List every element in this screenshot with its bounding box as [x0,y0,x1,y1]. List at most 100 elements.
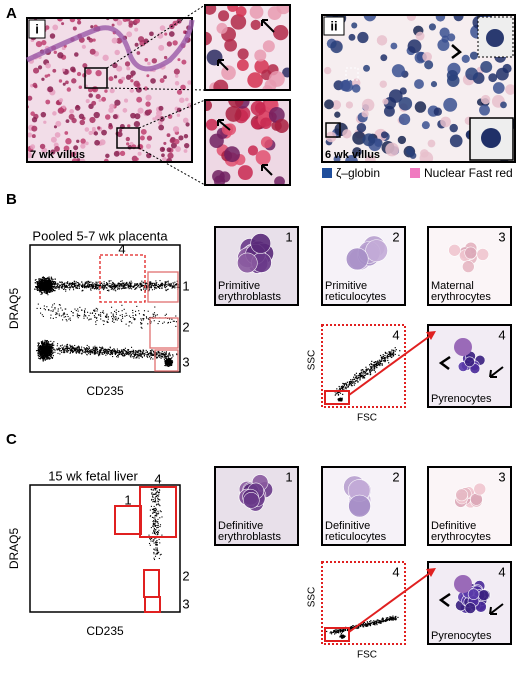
cell [102,54,109,61]
event-dot [49,290,51,292]
event-dot [42,315,44,317]
gate [324,390,350,405]
event-dot [39,289,41,291]
event-dot [87,281,89,283]
event-dot [48,349,50,351]
event-dot [100,349,102,351]
cell [172,40,178,46]
gate [154,349,179,372]
event-dot [142,282,144,284]
event-dot [157,531,159,533]
event-dot [372,366,374,368]
event-dot [61,287,63,289]
event-dot [174,283,177,285]
event-dot [81,350,83,352]
event-dot [39,285,41,287]
event-dot [56,348,58,350]
event-dot [378,361,380,363]
event-dot [133,351,135,353]
cell [125,74,132,80]
event-dot [387,355,390,358]
event-dot [153,558,156,561]
event-dot [149,538,151,540]
event-dot [72,348,74,350]
event-dot [172,285,174,287]
cell [351,22,358,29]
event-dot [112,319,114,321]
event-dot [51,289,53,291]
event-dot [150,488,152,490]
event-dot [39,357,41,359]
event-dot [105,315,107,317]
cell [140,128,147,135]
event-dot [98,354,100,356]
event-dot [42,276,44,278]
event-dot [45,345,47,347]
cell [65,80,69,85]
event-dot [59,286,61,288]
event-dot [112,318,114,320]
event-dot [70,350,72,352]
event-dot [103,350,106,352]
event-dot [67,282,69,284]
event-dot [141,284,143,286]
event-dot [85,315,87,317]
image-border [214,226,299,306]
event-dot [337,399,339,401]
image-tag: i [35,21,39,36]
event-dot [110,288,112,290]
event-dot [151,498,153,500]
event-dot [42,281,44,283]
cell [40,111,47,118]
event-dot [95,284,97,286]
event-dot [118,285,120,287]
event-dot [152,511,154,513]
event-dot [154,521,156,523]
event-dot [143,318,145,320]
event-dot [108,281,110,283]
event-dot [41,314,43,316]
event-dot [151,516,154,518]
arrow [217,59,229,71]
event-dot [175,315,177,317]
event-dot [115,286,117,288]
event-dot [153,352,155,354]
cell [90,25,94,29]
event-dot [40,290,42,292]
event-dot [96,284,98,286]
event-dot [153,283,156,285]
event-dot [130,353,132,355]
event-dot [71,350,73,352]
cell [113,75,118,79]
event-dot [166,285,168,288]
event-dot [94,352,97,354]
event-dot [371,367,373,369]
event-dot [108,280,110,282]
cell [144,58,149,62]
event-dot [41,353,43,355]
event-dot [346,381,349,383]
event-dot [114,283,116,285]
event-dot [77,310,79,312]
micrograph-content [205,100,290,185]
event-dot [343,385,345,387]
event-dot [125,323,127,325]
event-dot [141,322,143,324]
event-dot [153,522,155,524]
event-dot [116,352,118,354]
event-dot [63,346,65,348]
cell [163,75,167,80]
cell [428,23,437,31]
event-dot [127,352,129,354]
event-dot [376,364,378,366]
cell [27,152,32,159]
cell [30,111,35,116]
event-dot [84,283,86,285]
event-dot [90,318,92,320]
event-dot [47,288,49,290]
legend-swatch [322,168,332,178]
event-dot [155,504,158,506]
event-dot [104,285,106,287]
event-dot [128,321,130,323]
event-dot [362,371,364,373]
